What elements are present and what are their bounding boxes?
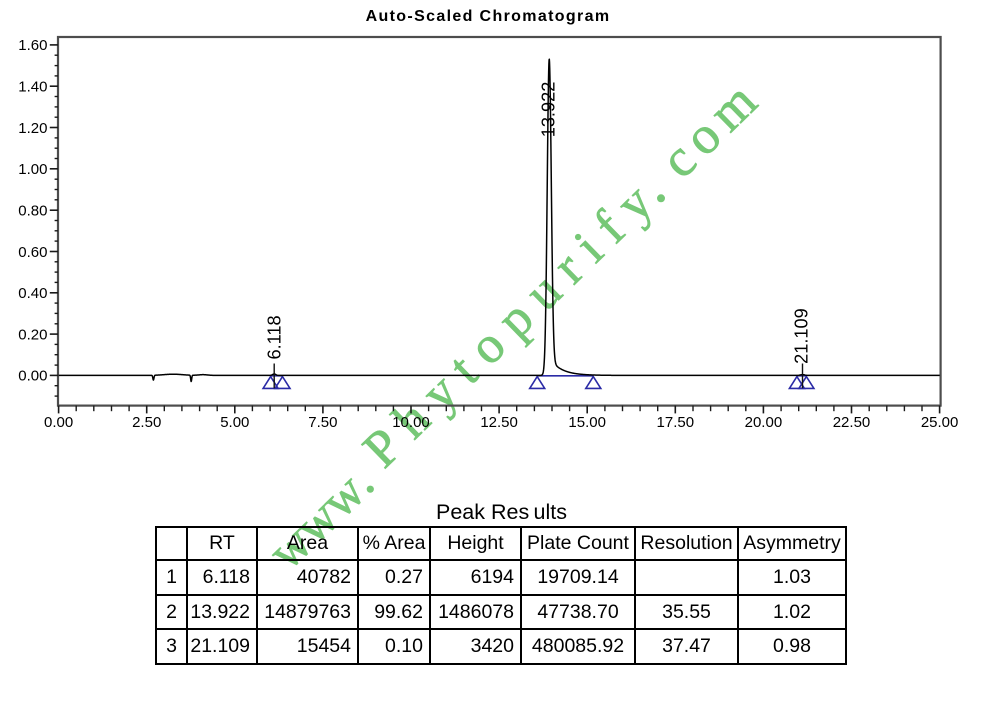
svg-text:13.922: 13.922 (539, 82, 559, 138)
svg-text:com: com (650, 66, 774, 189)
svg-text:1.40: 1.40 (18, 79, 47, 96)
svg-text:1.20: 1.20 (18, 120, 47, 137)
svg-text:0.80: 0.80 (18, 203, 47, 220)
svg-text:25.00: 25.00 (921, 414, 959, 431)
svg-text:0.20: 0.20 (18, 326, 47, 343)
svg-text:21.109: 21.109 (792, 308, 812, 364)
svg-text:2.50: 2.50 (132, 414, 161, 431)
svg-text:0.40: 0.40 (18, 285, 47, 302)
svg-text:1.60: 1.60 (18, 37, 47, 54)
svg-text:0.00: 0.00 (44, 414, 73, 431)
svg-text:0.60: 0.60 (18, 244, 47, 261)
svg-text:10.00: 10.00 (392, 414, 430, 431)
svg-text:17.50: 17.50 (657, 414, 695, 431)
svg-text:0.00: 0.00 (18, 368, 47, 385)
svg-text:20.00: 20.00 (745, 414, 783, 431)
svg-text:7.50: 7.50 (308, 414, 337, 431)
svg-text:22.50: 22.50 (833, 414, 871, 431)
svg-text:6.118: 6.118 (264, 315, 284, 359)
svg-text:12.50: 12.50 (480, 414, 518, 431)
svg-text:15.00: 15.00 (568, 414, 606, 431)
svg-text:Phytopurify: Phytopurify (353, 165, 673, 479)
svg-text:5.00: 5.00 (220, 414, 249, 431)
svg-text:1.00: 1.00 (18, 161, 47, 178)
